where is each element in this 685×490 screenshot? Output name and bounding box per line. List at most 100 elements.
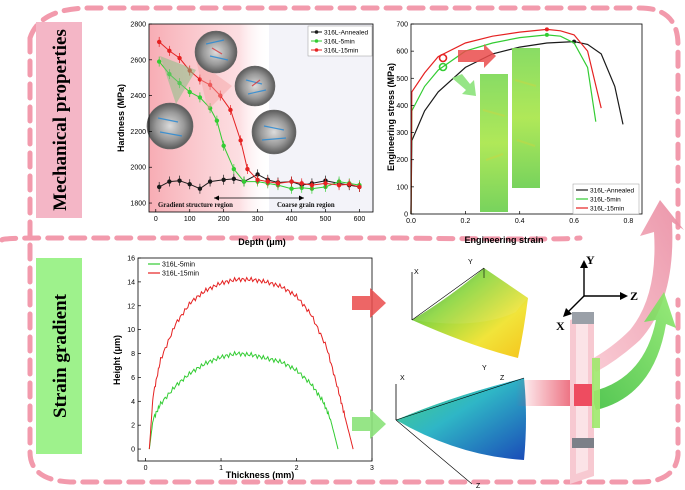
data-point xyxy=(187,182,192,187)
data-point xyxy=(214,118,220,123)
data-point xyxy=(177,55,182,61)
plot-frame xyxy=(410,23,643,215)
y-tick-label: 12 xyxy=(127,303,135,310)
height-legend-5min: 316L-5min xyxy=(162,262,195,269)
y-tick-label: 2400 xyxy=(130,93,146,100)
plot-frame xyxy=(148,23,374,213)
stress-legend-annealed: 316L-Annealed xyxy=(590,188,634,195)
y-tick-label: 2800 xyxy=(130,22,146,29)
surface-bottom-z2: Z xyxy=(476,483,481,490)
stress-legend: 316L-Annealed 316L-5min 316L-15min xyxy=(572,183,640,215)
y-tick-label: 2200 xyxy=(130,129,146,136)
x-tick-label: 1 xyxy=(219,465,223,472)
series-line-316L-15min xyxy=(148,276,354,450)
height-xlabel: Thickness (mm) xyxy=(226,470,295,480)
y-tick-label: 2 xyxy=(131,423,135,430)
surface-3d-15min: X Y xyxy=(411,259,528,358)
data-point xyxy=(167,48,172,54)
stress-ylabel: Engineering stress (MPa) xyxy=(386,63,396,171)
y-tick-label: 100 xyxy=(396,184,408,191)
data-point xyxy=(238,138,243,143)
data-point xyxy=(167,179,172,184)
stress-legend-5min: 316L-5min xyxy=(590,197,621,204)
height-legend: 316L-5min 316L-15min xyxy=(148,262,199,278)
height-ylabel: Height (μm) xyxy=(112,335,122,385)
data-point xyxy=(231,176,237,182)
hardness-chart: 0 100 200 300 400 500 600 1800 2000 2200 2400 2600 2… xyxy=(116,22,375,247)
y-tick-label: 2000 xyxy=(130,165,146,172)
x-tick-label: 0.0 xyxy=(406,218,416,225)
data-point xyxy=(289,179,294,184)
data-point xyxy=(197,95,203,100)
red-block-arrow xyxy=(352,288,386,318)
data-point xyxy=(275,181,281,186)
x-tick-label: 0 xyxy=(154,216,158,223)
plot-frame xyxy=(137,257,373,462)
uts-point xyxy=(544,27,549,32)
y-tick-label: 400 xyxy=(396,103,408,110)
data-point xyxy=(221,143,226,148)
hardness-legend-annealed: 316L-Annealed xyxy=(324,30,368,37)
region-annotations: Gradient structure region Coarse grain r… xyxy=(158,195,335,209)
x-tick-label: 3 xyxy=(370,465,374,472)
hardness-legend-5min: 316L-5min xyxy=(324,39,355,46)
y-tick-label: 0 xyxy=(131,447,135,454)
strain-map-5min xyxy=(480,74,508,212)
stress-strain-chart: 0.0 0.2 0.4 0.6 0.8 0 100 200 300 400 500 600 700 En… xyxy=(386,22,643,245)
y-tick-label: 4 xyxy=(131,399,135,406)
data-point xyxy=(207,82,213,88)
green-block-arrow xyxy=(352,409,386,439)
specimen-diagram: Y Z X xyxy=(516,253,638,484)
side-label-strain-text: Strain gradient xyxy=(50,293,71,418)
x-tick-label: 0 xyxy=(144,465,148,472)
specimen-axis-y: Y xyxy=(586,253,595,267)
data-point xyxy=(197,186,203,191)
y-tick-label: 600 xyxy=(396,49,408,56)
dashed-frame xyxy=(27,5,681,485)
surface-top-x: X xyxy=(414,269,419,276)
data-point xyxy=(218,93,223,98)
data-point xyxy=(156,184,162,190)
x-tick-label: 2 xyxy=(295,465,299,472)
data-point xyxy=(299,181,304,186)
y-tick-label: 700 xyxy=(396,22,408,29)
side-label-mechanical-text: Mechanical properties xyxy=(50,29,71,211)
data-point xyxy=(347,182,352,187)
x-tick-label: 200 xyxy=(218,216,230,223)
marker-15min xyxy=(438,53,448,63)
surface-top-y: Y xyxy=(468,259,473,266)
series-line-316L-5min xyxy=(148,350,339,450)
x-tick-label: 300 xyxy=(252,216,264,223)
surface-bottom-y: Y xyxy=(482,365,487,372)
y-tick-label: 16 xyxy=(127,256,135,263)
strain-map-15min xyxy=(512,48,540,188)
dashed-divider xyxy=(0,235,583,243)
series-line-316L-5min xyxy=(410,34,597,215)
data-point xyxy=(323,181,328,186)
series-line-316L-Annealed xyxy=(410,40,624,215)
y-tick-label: 6 xyxy=(131,375,135,382)
data-point xyxy=(156,59,162,64)
stress-legend-15min: 316L-15min xyxy=(590,206,625,213)
surface-3d-5min: X Y Z Z xyxy=(395,365,526,490)
hardness-xlabel: Depth (μm) xyxy=(238,237,286,247)
annotation-coarse: Coarse grain region xyxy=(277,202,335,209)
data-point xyxy=(207,179,213,184)
hardness-ylabel: Hardness (MPa) xyxy=(116,84,126,152)
y-tick-label: 500 xyxy=(396,76,408,83)
x-tick-label: 0.6 xyxy=(569,218,579,225)
surface-bottom-z: Z xyxy=(500,375,505,382)
hardness-legend: 316L-Annealed 316L-5min 316L-15min xyxy=(307,25,373,57)
y-tick-label: 8 xyxy=(131,351,135,358)
data-point xyxy=(255,177,260,182)
specimen-axis-z: Z xyxy=(630,289,638,303)
y-tick-label: 10 xyxy=(127,327,135,334)
hardness-legend-15min: 316L-15min xyxy=(324,48,359,55)
y-tick-label: 300 xyxy=(396,130,408,137)
data-point xyxy=(197,77,203,82)
y-tick-label: 1800 xyxy=(130,201,146,208)
x-tick-label: 0.8 xyxy=(624,218,634,225)
x-tick-label: 100 xyxy=(184,216,196,223)
